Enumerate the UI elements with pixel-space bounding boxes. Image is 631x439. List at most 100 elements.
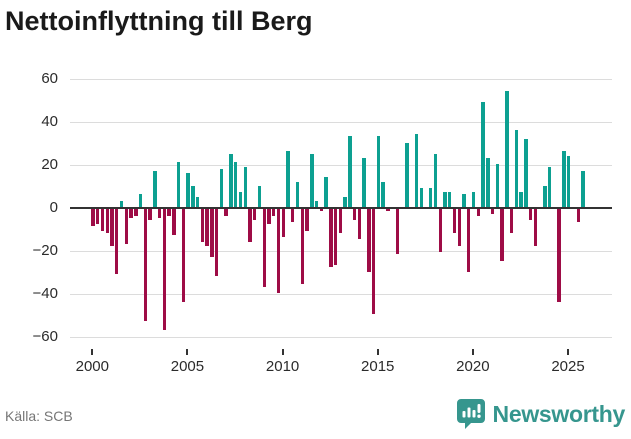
positive-bar bbox=[138, 194, 143, 208]
x-axis-tick-label: 2010 bbox=[265, 358, 300, 375]
x-axis-tick bbox=[471, 349, 474, 355]
negative-bar bbox=[300, 209, 304, 285]
negative-bar bbox=[509, 209, 514, 233]
positive-bar bbox=[581, 170, 585, 208]
positive-bar bbox=[567, 155, 571, 208]
bar-chart-pin-icon bbox=[456, 399, 485, 429]
positive-bar bbox=[238, 192, 243, 208]
positive-bar bbox=[295, 181, 300, 208]
negative-bar bbox=[576, 209, 580, 223]
source-note: Källa: SCB bbox=[5, 408, 73, 424]
negative-bar bbox=[181, 209, 186, 302]
positive-bar bbox=[462, 194, 466, 208]
positive-bar bbox=[471, 192, 476, 208]
negative-bar bbox=[319, 209, 324, 212]
negative-bar bbox=[371, 209, 376, 315]
negative-bar bbox=[100, 209, 105, 231]
positive-bar bbox=[176, 162, 181, 208]
negative-bar bbox=[162, 209, 167, 330]
negative-bar bbox=[214, 209, 219, 276]
y-gridline bbox=[70, 251, 612, 253]
newsworthy-branding: Newsworthy bbox=[456, 398, 625, 430]
positive-bar bbox=[286, 151, 290, 208]
y-axis-tick-label: 40 bbox=[41, 113, 58, 131]
negative-bar bbox=[528, 209, 533, 221]
chart-title: Nettoinflyttning till Berg bbox=[5, 6, 313, 36]
y-axis-tick-label: −40 bbox=[32, 285, 58, 303]
y-axis-tick-label: 0 bbox=[49, 199, 58, 217]
negative-bar bbox=[200, 209, 205, 242]
positive-bar bbox=[443, 192, 447, 208]
positive-bar bbox=[405, 142, 409, 208]
negative-bar bbox=[167, 209, 171, 216]
positive-bar bbox=[429, 187, 433, 208]
negative-bar bbox=[134, 209, 138, 216]
negative-bar bbox=[110, 209, 114, 246]
negative-bar bbox=[557, 209, 561, 302]
negative-bar bbox=[476, 209, 480, 216]
negative-bar bbox=[533, 209, 538, 246]
positive-bar bbox=[505, 91, 509, 208]
x-axis-tick bbox=[91, 349, 94, 355]
positive-bar bbox=[362, 157, 366, 208]
negative-bar bbox=[115, 209, 119, 274]
y-axis-tick-label: −20 bbox=[32, 242, 58, 260]
y-gridline bbox=[70, 122, 612, 124]
negative-bar bbox=[224, 209, 228, 216]
positive-bar bbox=[229, 153, 233, 208]
negative-bar bbox=[124, 209, 128, 244]
newsworthy-wordmark: Newsworthy bbox=[492, 400, 626, 427]
negative-bar bbox=[143, 209, 148, 321]
x-axis-tick-label: 2020 bbox=[456, 358, 490, 375]
positive-bar bbox=[448, 192, 452, 208]
positive-bar bbox=[314, 200, 319, 208]
positive-bar bbox=[219, 168, 224, 208]
positive-bar bbox=[524, 138, 528, 208]
positive-bar bbox=[514, 130, 519, 208]
positive-bar bbox=[191, 185, 195, 208]
positive-bar bbox=[310, 153, 314, 208]
y-axis-tick-label: 20 bbox=[41, 156, 58, 174]
negative-bar bbox=[452, 209, 457, 233]
negative-bar bbox=[457, 209, 461, 246]
positive-bar bbox=[348, 136, 352, 208]
negative-bar bbox=[367, 209, 371, 272]
y-gridline bbox=[70, 337, 612, 339]
positive-bar bbox=[153, 170, 157, 208]
positive-bar bbox=[234, 162, 238, 208]
zero-axis-line bbox=[70, 207, 612, 210]
negative-bar bbox=[129, 209, 133, 218]
positive-bar bbox=[186, 172, 190, 208]
negative-bar bbox=[272, 209, 276, 216]
positive-bar bbox=[414, 134, 419, 208]
positive-bar bbox=[119, 200, 124, 208]
positive-bar bbox=[376, 136, 381, 208]
negative-bar bbox=[357, 209, 362, 240]
negative-bar bbox=[291, 209, 295, 223]
negative-bar bbox=[253, 209, 257, 221]
negative-bar bbox=[352, 209, 357, 221]
x-axis-tick-label: 2005 bbox=[170, 358, 205, 375]
negative-bar bbox=[490, 209, 495, 214]
negative-bar bbox=[262, 209, 266, 287]
x-axis-tick bbox=[281, 349, 284, 355]
positive-bar bbox=[486, 157, 490, 208]
x-axis-tick bbox=[186, 349, 189, 355]
positive-bar bbox=[243, 166, 247, 208]
positive-bar bbox=[257, 185, 262, 208]
negative-bar bbox=[172, 209, 176, 236]
negative-bar bbox=[467, 209, 471, 272]
positive-bar bbox=[495, 164, 500, 208]
positive-bar bbox=[543, 185, 547, 208]
negative-bar bbox=[91, 209, 95, 227]
x-axis-tick bbox=[567, 349, 569, 355]
negative-bar bbox=[205, 209, 209, 246]
negative-bar bbox=[305, 209, 309, 231]
negative-bar bbox=[500, 209, 504, 261]
positive-bar bbox=[381, 181, 385, 208]
positive-bar bbox=[519, 192, 523, 208]
negative-bar bbox=[386, 209, 390, 212]
negative-bar bbox=[96, 209, 100, 225]
positive-bar bbox=[324, 177, 328, 208]
